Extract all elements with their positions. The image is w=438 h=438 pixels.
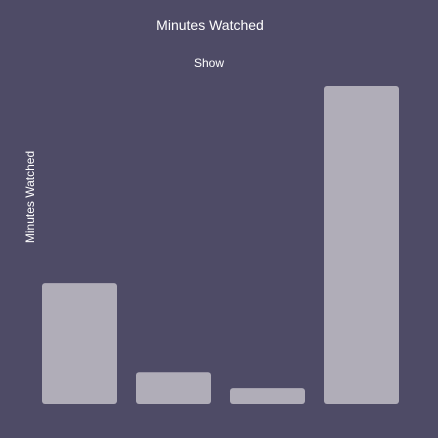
bar-4 <box>324 86 399 404</box>
bar-3 <box>230 388 305 404</box>
bars-group <box>42 86 399 404</box>
y-axis-label: Minutes Watched <box>23 151 37 243</box>
bar-2 <box>136 372 211 404</box>
bar-1 <box>42 283 117 404</box>
chart-title: Minutes Watched <box>156 17 264 33</box>
chart-subtitle: Show <box>194 56 224 70</box>
